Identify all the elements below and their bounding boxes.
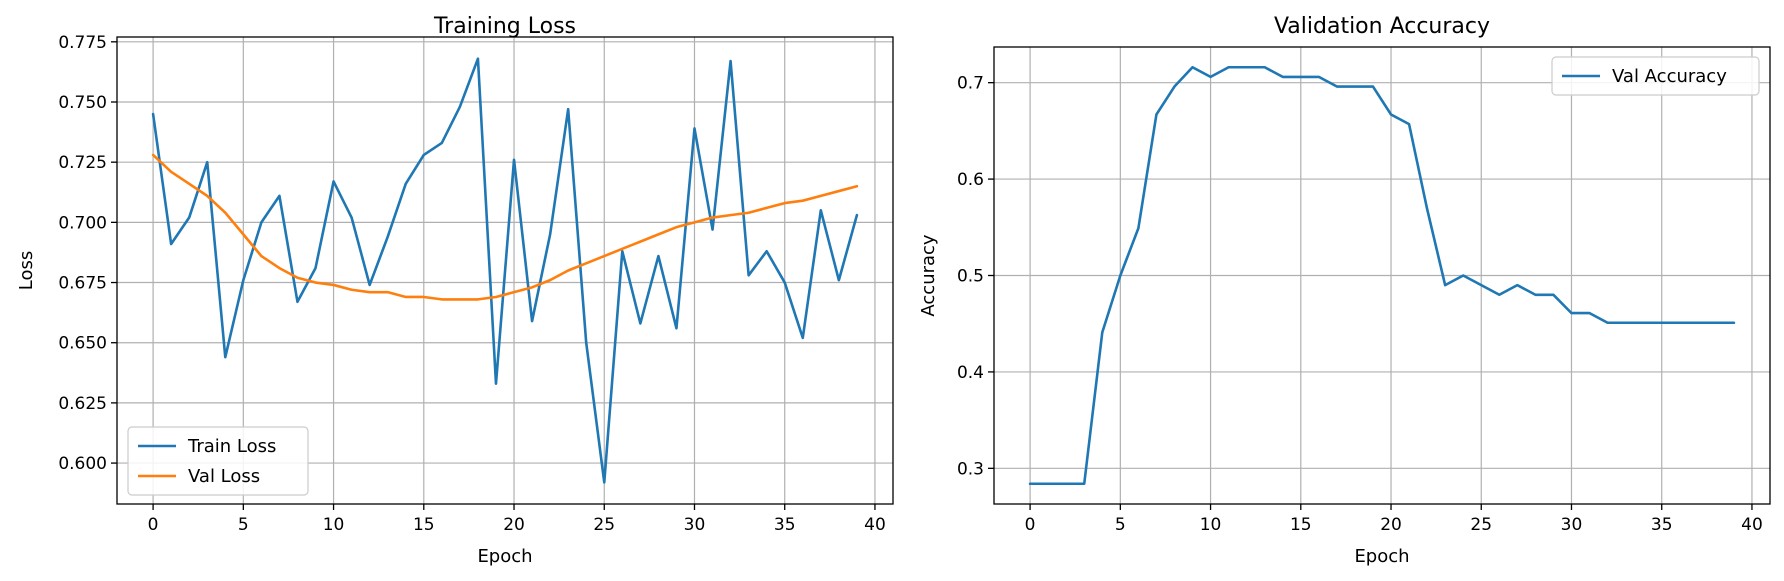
loss-chart-title: Training Loss [433,14,576,39]
accuracy-y-tick-label: 0.3 [957,459,984,479]
train-loss-line [151,57,859,484]
val-accuracy-line [1028,65,1736,486]
accuracy-legend: Val Accuracy [1551,56,1760,96]
loss-y-tick-label: 0.775 [58,33,107,53]
loss-y-tick-label: 0.750 [58,93,107,113]
loss-x-tick-label: 35 [774,515,796,535]
loss-x-tick-label: 0 [148,515,159,535]
accuracy-x-tick-label: 0 [1025,515,1036,535]
loss-x-tick-label: 15 [413,515,435,535]
validation-accuracy-panel: 0 5 10 15 20 25 30 35 40 0.3 0.4 0.5 0.6 0.7 Validatio… [918,14,1771,567]
accuracy-y-tick-label: 0.6 [957,170,984,190]
accuracy-y-tick-label: 0.4 [957,363,984,383]
accuracy-y-axis-label: Accuracy [918,234,939,317]
loss-x-tick-label: 5 [238,515,249,535]
loss-y-tick-label: 0.600 [58,454,107,474]
accuracy-y-tick-label: 0.7 [957,74,984,94]
accuracy-x-tick-label: 40 [1741,515,1763,535]
loss-y-axis-label: Loss [16,251,37,290]
training-loss-panel: 0 5 10 15 20 25 30 35 40 0.600 0.625 0.650 0.675 0.70… [16,14,894,567]
loss-y-tick-label: 0.675 [58,274,107,294]
loss-x-tick-label: 40 [864,515,886,535]
loss-x-tick-label: 10 [323,515,345,535]
loss-x-tick-label: 25 [593,515,615,535]
loss-legend: Train Loss Val Loss [127,426,309,496]
val-loss-legend-label: Val Loss [188,466,260,487]
accuracy-x-tick-label: 35 [1651,515,1673,535]
accuracy-x-tick-label: 5 [1115,515,1126,535]
loss-y-tick-label: 0.700 [58,213,107,233]
loss-x-tick-label: 30 [684,515,706,535]
train-loss-legend-label: Train Loss [187,436,276,457]
val-loss-line [151,153,859,301]
accuracy-x-tick-label: 25 [1470,515,1492,535]
accuracy-chart-title: Validation Accuracy [1274,14,1490,39]
accuracy-x-tick-label: 10 [1200,515,1222,535]
loss-x-axis-label: Epoch [477,546,532,567]
loss-legend-frame [127,426,309,496]
loss-x-tick-label: 20 [503,515,525,535]
loss-axes-frame [116,36,894,505]
loss-y-tick-label: 0.650 [58,334,107,354]
val-accuracy-legend-label: Val Accuracy [1612,66,1727,87]
accuracy-x-tick-label: 20 [1380,515,1402,535]
accuracy-x-axis-label: Epoch [1354,546,1409,567]
accuracy-legend-frame [1551,56,1760,96]
accuracy-y-tick-label: 0.5 [957,267,984,287]
loss-y-tick-label: 0.725 [58,153,107,173]
accuracy-x-tick-label: 30 [1561,515,1583,535]
accuracy-x-tick-label: 15 [1290,515,1312,535]
loss-y-tick-label: 0.625 [58,394,107,414]
